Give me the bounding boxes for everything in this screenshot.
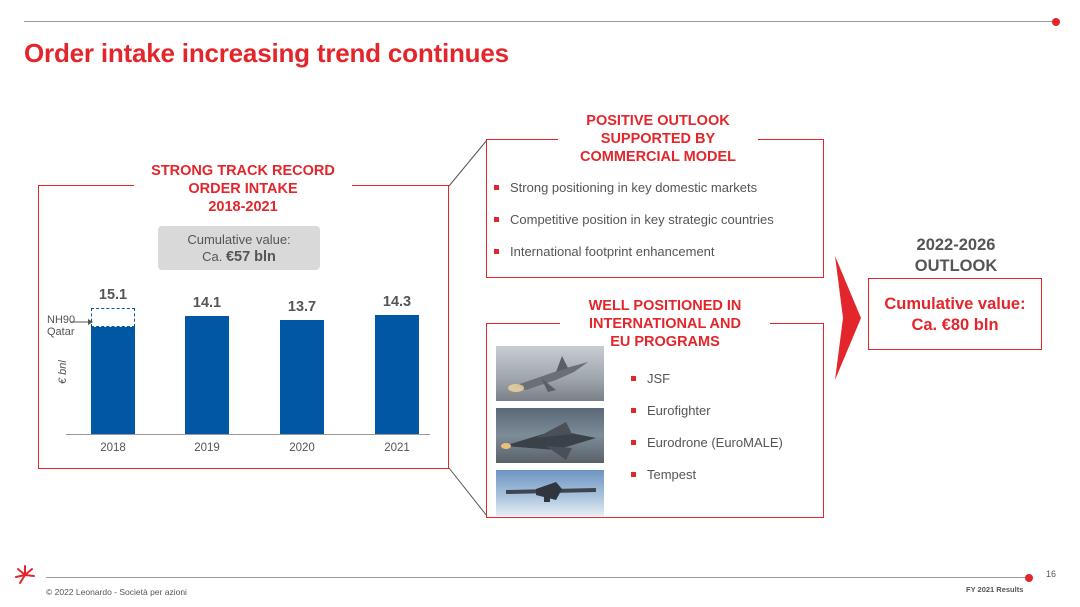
outlook-bullet: Strong positioning in key domestic marke… [494,180,814,195]
programs-bullet-list: JSF Eurofighter Eurodrone (EuroMALE) Tem… [631,371,816,482]
nh90-label-line2: Qatar [47,326,75,338]
page-number: 16 [1046,569,1057,579]
program-item-eurodrone: Eurodrone (EuroMALE) [631,435,816,450]
track-record-heading-line2: ORDER INTAKE [188,181,298,197]
track-record-heading-line1: STRONG TRACK RECORD [151,163,335,179]
x-tick-label: 2019 [194,442,220,454]
page-title: Order intake increasing trend continues [24,38,509,68]
outlook-bullet-list: Strong positioning in key domestic marke… [494,180,814,259]
bar-value-label: 14.1 [192,295,222,312]
outlook-bullet: Competitive position in key strategic co… [494,212,814,227]
program-item-tempest: Tempest [631,467,816,482]
programs-heading-line3: EU PROGRAMS [610,334,720,350]
outlook-heading: POSITIVE OUTLOOK SUPPORTED BY COMMERCIAL… [558,112,758,166]
order-intake-chart: 15.1 2018 14.1 2019 13.7 2020 14.3 2021 [60,287,440,460]
footer-rule-dot [1025,574,1033,582]
footer-report-label: FY 2021 Results [966,585,1024,594]
bar-2019 [185,316,229,434]
eurofighter-photo [496,346,604,401]
future-outlook-line1: 2022-2026 [916,236,996,254]
top-rule-dot [1052,18,1060,26]
nh90-arrow-icon [70,319,93,325]
footer-rule [46,577,1030,578]
nh90-label-line1: NH90 [47,314,76,326]
programs-heading-line2: INTERNATIONAL AND [589,316,741,332]
outlook-heading-line2: SUPPORTED BY [600,131,716,147]
programs-heading-line1: WELL POSITIONED IN [588,298,742,314]
nh90-segment [91,308,135,328]
cumulative-label: Cumulative value: [187,232,291,247]
bar-2018 [91,327,135,434]
future-outlook-line2: OUTLOOK [914,257,998,275]
footer-copyright: © 2022 Leonardo - Società per azioni [46,587,187,597]
tempest-photo [496,408,604,463]
outlook-arrow-icon [835,256,861,380]
cumulative-value-line: Ca. €57 bln [158,248,320,266]
chart-baseline [66,434,430,435]
future-outlook-heading: 2022-2026 OUTLOOK [870,235,1042,277]
cumulative-value: €57 bln [225,249,276,265]
eurodrone-photo [496,470,604,516]
outlook-heading-line3: COMMERCIAL MODEL [579,149,736,165]
leonardo-logo-icon [15,565,35,584]
jet-icon [508,356,588,392]
outlook-heading-line1: POSITIVE OUTLOOK [586,113,730,129]
programs-heading: WELL POSITIONED IN INTERNATIONAL AND EU … [560,297,770,351]
track-record-heading-line3: 2018-2021 [208,199,278,215]
cumulative-value-box: Cumulative value: Ca. €57 bln [158,226,320,270]
bar-2021 [375,314,419,434]
nh90-qatar-label: NH90 Qatar [47,314,75,338]
track-record-heading: STRONG TRACK RECORD ORDER INTAKE 2018-20… [134,162,352,216]
future-value-line2: Ca. €80 bln [911,316,999,334]
fighter-concept-icon [501,422,596,460]
x-tick-label: 2018 [100,442,126,454]
x-tick-label: 2021 [384,442,410,454]
bar-value-label: 14.3 [382,293,412,310]
drone-icon [506,482,596,502]
bar-value-label: 13.7 [287,298,317,315]
top-rule [24,21,1058,22]
unit-label: € bnl [57,360,69,384]
cumulative-prefix: Ca. [202,249,223,264]
program-item-jsf: JSF [631,371,816,386]
bar-value-label: 15.1 [98,287,128,303]
program-item-eurofighter: Eurofighter [631,403,816,418]
future-value-line1: Cumulative value: [884,295,1026,313]
bar-2020 [280,319,324,434]
outlook-bullet: International footprint enhancement [494,244,814,259]
future-outlook-box: Cumulative value: Ca. €80 bln [868,278,1042,350]
x-tick-label: 2020 [289,442,315,454]
